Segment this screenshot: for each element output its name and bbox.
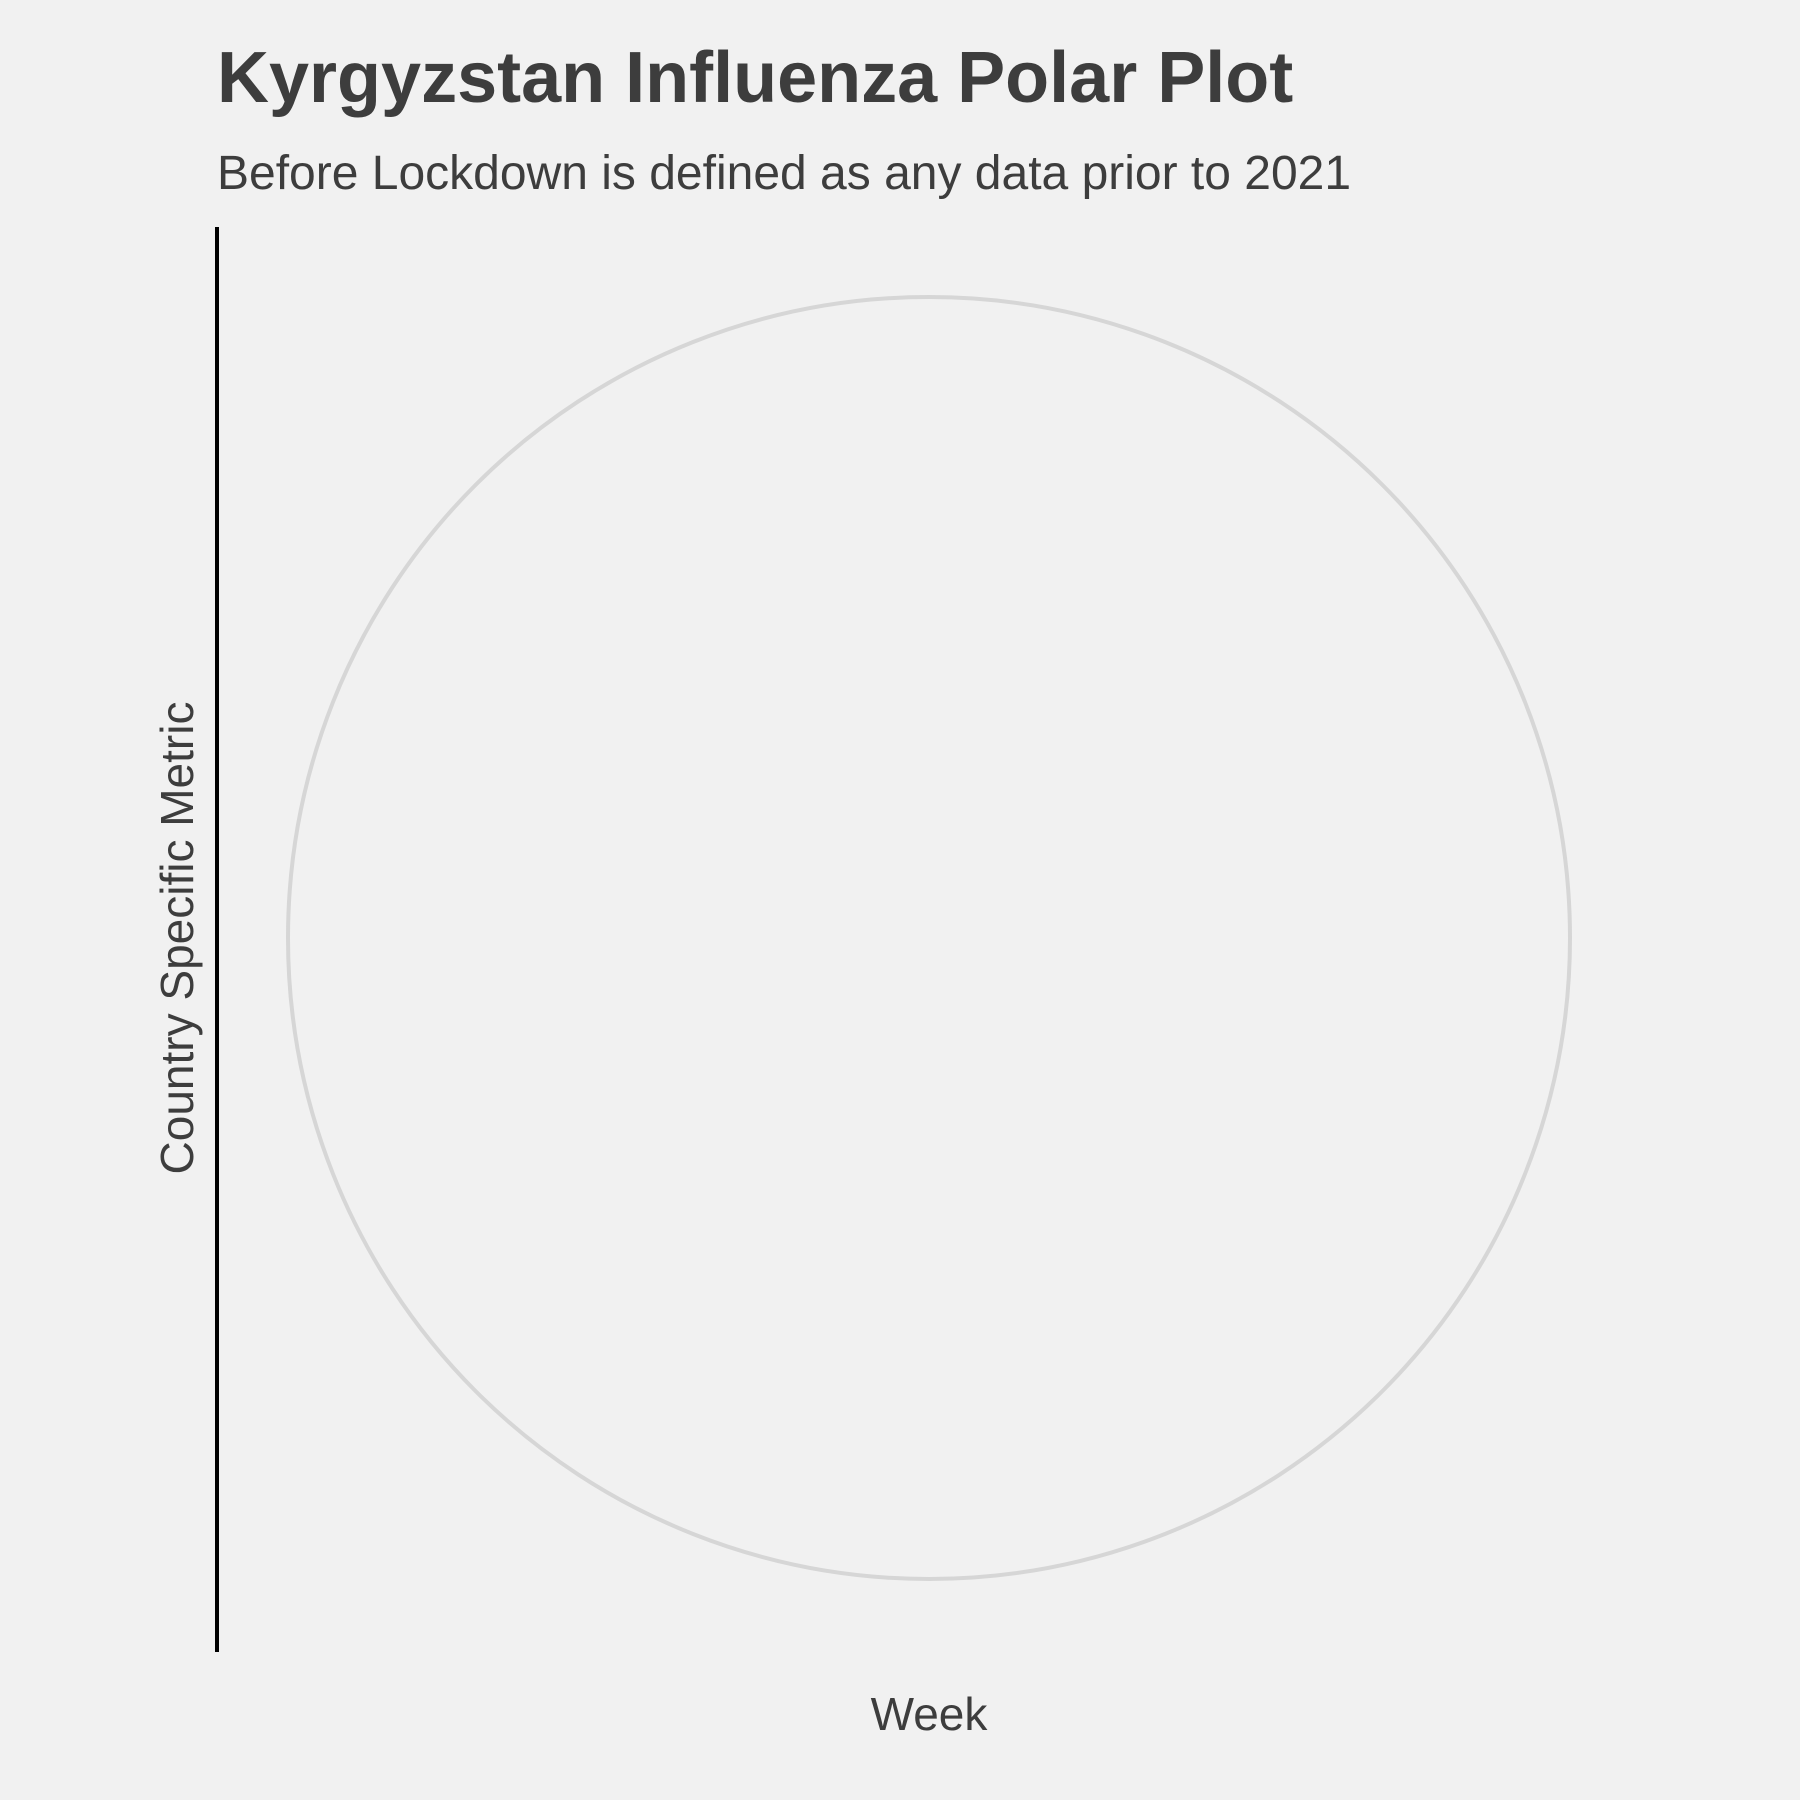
- chart-subtitle: Before Lockdown is defined as any data p…: [217, 147, 1352, 200]
- x-axis-label: Week: [871, 1688, 989, 1740]
- chart-title: Kyrgyzstan Influenza Polar Plot: [217, 38, 1294, 118]
- polar-grid-circle: [286, 295, 1572, 1581]
- y-axis-label: Country Specific Metric: [151, 702, 203, 1175]
